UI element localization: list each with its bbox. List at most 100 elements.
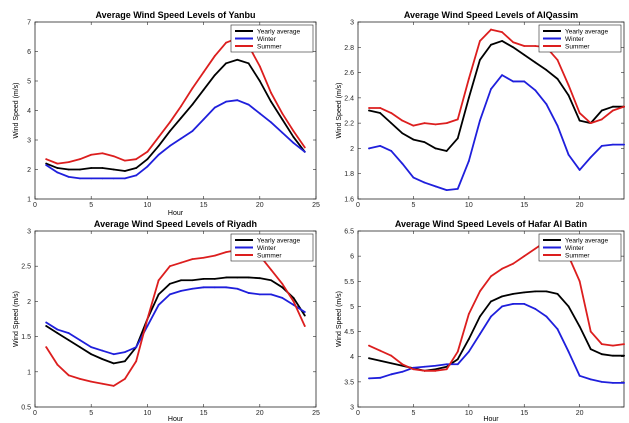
data-point-yearly bbox=[368, 357, 370, 360]
series-line-summer bbox=[368, 237, 625, 372]
data-point-summer bbox=[258, 65, 261, 68]
y-tick-label: 4 bbox=[350, 354, 354, 361]
data-point-yearly bbox=[545, 290, 548, 293]
data-point-yearly bbox=[412, 138, 415, 141]
data-point-yearly bbox=[202, 277, 205, 280]
data-point-yearly bbox=[90, 167, 93, 169]
y-tick-label: 4 bbox=[27, 108, 31, 115]
data-point-summer bbox=[168, 265, 171, 268]
data-point-yearly bbox=[258, 277, 261, 280]
chart-panel-4: Average Wind Speed Levels of Hafar Al Ba… bbox=[336, 219, 625, 423]
data-point-winter bbox=[545, 103, 548, 106]
data-point-yearly bbox=[292, 296, 295, 299]
y-tick-label: 7 bbox=[27, 20, 31, 27]
y-tick-label: 3 bbox=[27, 138, 31, 145]
y-axis-label: Wind Speed (m/s) bbox=[336, 291, 343, 347]
data-point-yearly bbox=[490, 300, 492, 303]
data-point-summer bbox=[401, 119, 404, 122]
data-point-yearly bbox=[168, 130, 171, 133]
data-point-yearly bbox=[270, 100, 272, 103]
data-point-summer bbox=[180, 105, 183, 107]
chart-title: Average Wind Speed Levels of Yanbu bbox=[96, 10, 256, 20]
x-tick-label: 15 bbox=[200, 410, 208, 417]
data-point-winter bbox=[479, 333, 481, 335]
data-point-yearly bbox=[213, 74, 216, 76]
series-line-winter bbox=[45, 99, 306, 180]
data-point-winter bbox=[56, 328, 59, 331]
data-point-winter bbox=[578, 374, 581, 377]
data-point-yearly bbox=[67, 168, 70, 171]
series-line-winter bbox=[45, 286, 306, 356]
data-point-winter bbox=[490, 315, 492, 318]
data-point-summer bbox=[124, 377, 126, 380]
data-point-winter bbox=[124, 177, 126, 180]
x-axis-label: Hour bbox=[168, 210, 184, 217]
data-point-summer bbox=[589, 122, 592, 125]
data-point-yearly bbox=[225, 62, 227, 65]
data-point-winter bbox=[225, 100, 227, 103]
data-point-summer bbox=[501, 267, 503, 270]
chart-title: Average Wind Speed Levels of Riyadh bbox=[94, 219, 257, 229]
data-point-yearly bbox=[545, 69, 548, 71]
data-point-summer bbox=[135, 360, 138, 363]
y-tick-label: 2 bbox=[350, 146, 354, 153]
data-point-summer bbox=[90, 380, 93, 383]
data-point-summer bbox=[412, 368, 415, 371]
y-tick-label: 3 bbox=[350, 405, 354, 412]
data-point-winter bbox=[270, 293, 272, 296]
data-point-yearly bbox=[112, 168, 115, 171]
data-point-winter bbox=[600, 380, 603, 383]
data-point-winter bbox=[401, 162, 404, 165]
data-point-yearly bbox=[45, 162, 48, 165]
data-point-winter bbox=[180, 137, 183, 140]
data-point-yearly bbox=[157, 145, 160, 147]
y-axis-label: Wind Speed (m/s) bbox=[13, 291, 20, 347]
x-tick-label: 20 bbox=[576, 202, 584, 209]
x-tick-label: 5 bbox=[89, 202, 93, 209]
data-point-summer bbox=[423, 122, 426, 125]
data-point-winter bbox=[589, 378, 592, 381]
x-tick-label: 25 bbox=[312, 410, 320, 417]
x-axis-label: Hour bbox=[168, 416, 184, 423]
data-point-winter bbox=[79, 177, 81, 180]
data-point-winter bbox=[434, 185, 437, 188]
data-point-summer bbox=[292, 130, 295, 133]
x-tick-label: 0 bbox=[356, 410, 360, 417]
data-point-yearly bbox=[501, 295, 503, 298]
data-point-yearly bbox=[467, 338, 470, 341]
data-point-summer bbox=[90, 153, 93, 156]
legend-label-yearly: Yearly average bbox=[257, 237, 301, 244]
data-point-winter bbox=[236, 287, 239, 290]
data-point-yearly bbox=[101, 167, 104, 169]
data-point-summer bbox=[157, 136, 160, 138]
data-point-yearly bbox=[236, 58, 239, 61]
data-point-winter bbox=[112, 177, 115, 180]
data-point-yearly bbox=[56, 332, 59, 334]
data-point-winter bbox=[281, 131, 284, 134]
data-point-yearly bbox=[56, 167, 59, 169]
data-point-yearly bbox=[281, 286, 284, 289]
y-tick-label: 6.5 bbox=[344, 229, 354, 236]
data-point-winter bbox=[157, 304, 160, 306]
data-point-summer bbox=[600, 343, 603, 346]
y-tick-label: 3.5 bbox=[344, 379, 354, 386]
x-tick-label: 0 bbox=[33, 202, 37, 209]
y-tick-label: 1 bbox=[27, 197, 31, 204]
data-point-summer bbox=[56, 363, 59, 366]
data-point-winter bbox=[589, 156, 592, 159]
data-point-yearly bbox=[578, 119, 581, 122]
data-point-yearly bbox=[456, 358, 459, 361]
data-point-yearly bbox=[79, 168, 81, 171]
data-point-winter bbox=[479, 119, 481, 122]
y-tick-label: 2 bbox=[27, 167, 31, 174]
data-point-yearly bbox=[157, 293, 160, 296]
data-point-winter bbox=[213, 106, 216, 109]
legend-label-winter: Winter bbox=[565, 36, 585, 43]
y-tick-label: 1.6 bbox=[344, 197, 354, 204]
y-tick-label: 2.6 bbox=[344, 70, 354, 77]
data-point-winter bbox=[90, 346, 93, 349]
data-point-yearly bbox=[213, 277, 216, 280]
data-point-winter bbox=[445, 189, 448, 192]
legend-label-yearly: Yearly average bbox=[257, 28, 301, 35]
data-point-winter bbox=[225, 286, 227, 289]
